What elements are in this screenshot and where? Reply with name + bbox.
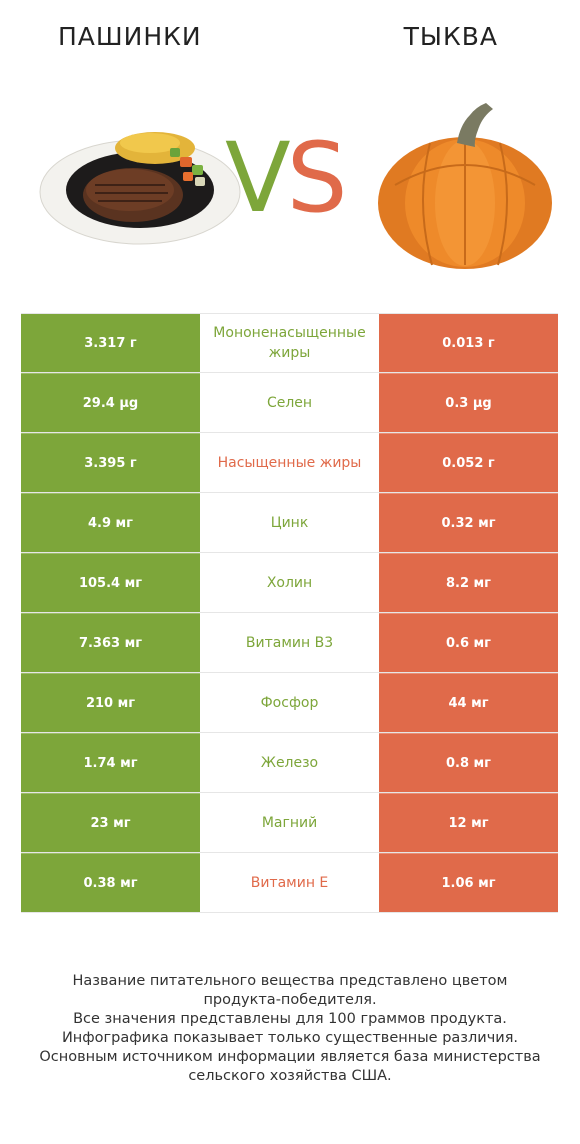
nutrient-name: Насыщенные жиры [200,433,379,492]
right-value: 12 мг [379,793,558,852]
nutrient-name: Витамин E [200,853,379,912]
left-value: 7.363 мг [21,613,200,672]
right-value: 0.052 г [379,433,558,492]
table-row: 3.317 г Мононенасыщенные жиры 0.013 г [21,313,558,373]
left-value: 3.395 г [21,433,200,492]
right-value: 44 мг [379,673,558,732]
nutrient-name: Магний [200,793,379,852]
table-row: 210 мг Фосфор 44 мг [21,673,558,733]
vs-label: VS [225,130,348,226]
vs-v: V [225,122,291,234]
nutrient-name: Мононенасыщенные жиры [200,314,379,372]
nutrient-name: Фосфор [200,673,379,732]
left-value: 0.38 мг [21,853,200,912]
nutrient-name: Витамин B3 [200,613,379,672]
nutrient-name: Железо [200,733,379,792]
nutrient-name: Цинк [200,493,379,552]
footer-line: Все значения представлены для 100 граммо… [73,1011,507,1027]
right-value: 0.32 мг [379,493,558,552]
table-row: 4.9 мг Цинк 0.32 мг [21,493,558,553]
footer-line: продукта-победителя. [203,992,377,1008]
left-value: 23 мг [21,793,200,852]
footer-note: Название питательного вещества представл… [20,972,560,1086]
steak-plate-image [39,132,241,245]
table-row: 29.4 µg Селен 0.3 µg [21,373,558,433]
footer-line: Инфографика показывает только существенн… [61,1030,519,1046]
comparison-table: 3.317 г Мононенасыщенные жиры 0.013 г 29… [21,313,558,913]
footer-line: Основным источником информации является … [39,1049,541,1065]
right-food-title: ТЫКВА [403,22,498,51]
hero-images [39,103,552,269]
left-value: 1.74 мг [21,733,200,792]
left-food-title: ПАШИНКИ [58,22,202,51]
left-value: 3.317 г [21,314,200,372]
table-row: 3.395 г Насыщенные жиры 0.052 г [21,433,558,493]
pumpkin-image [378,103,552,269]
left-value: 29.4 µg [21,373,200,432]
nutrient-name: Холин [200,553,379,612]
table-row: 0.38 мг Витамин E 1.06 мг [21,853,558,913]
right-value: 0.013 г [379,314,558,372]
right-value: 0.6 мг [379,613,558,672]
left-value: 210 мг [21,673,200,732]
nutrient-name: Селен [200,373,379,432]
table-row: 105.4 мг Холин 8.2 мг [21,553,558,613]
vs-s: S [286,122,348,234]
right-value: 1.06 мг [379,853,558,912]
table-row: 7.363 мг Витамин B3 0.6 мг [21,613,558,673]
footer-line: Название питательного вещества представл… [72,973,508,989]
right-value: 0.8 мг [379,733,558,792]
table-row: 1.74 мг Железо 0.8 мг [21,733,558,793]
footer-line: сельского хозяйства США. [188,1068,392,1084]
table-row: 23 мг Магний 12 мг [21,793,558,853]
left-value: 4.9 мг [21,493,200,552]
left-value: 105.4 мг [21,553,200,612]
right-value: 8.2 мг [379,553,558,612]
right-value: 0.3 µg [379,373,558,432]
